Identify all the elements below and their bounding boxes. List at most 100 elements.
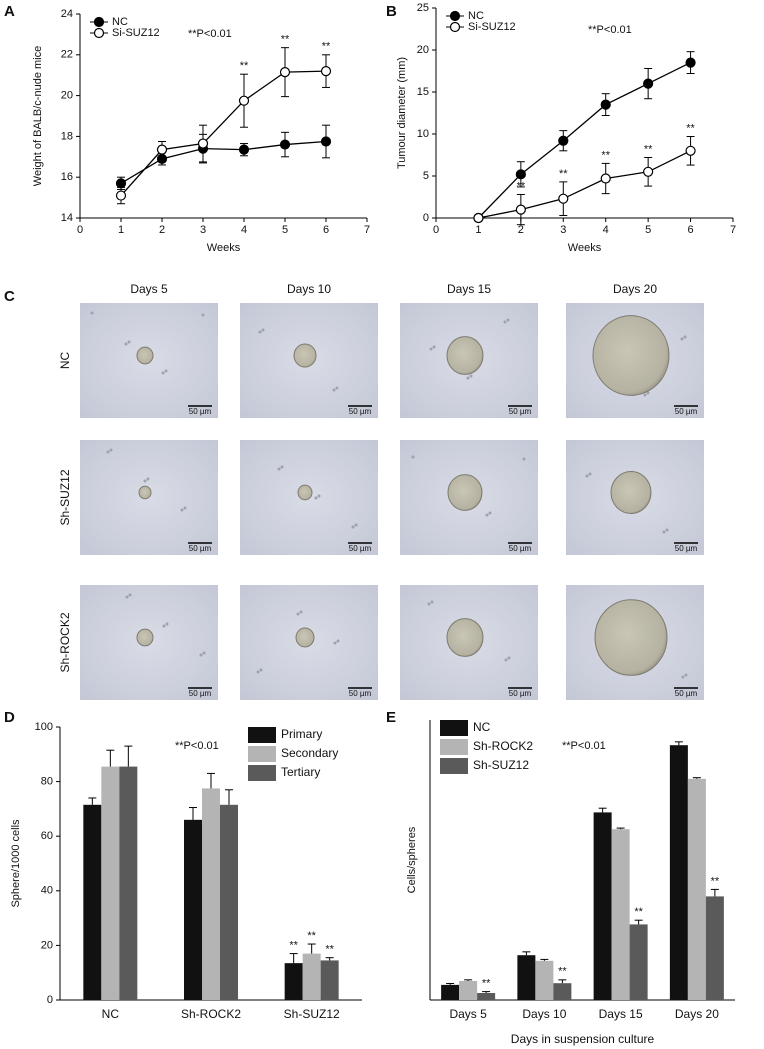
legend-swatch: [248, 727, 276, 743]
column-header: Days 15: [447, 282, 491, 296]
y-tick-label: 60: [41, 830, 53, 842]
data-point: [115, 190, 127, 201]
column-header: Days 20: [613, 282, 657, 296]
sphere: [138, 485, 152, 500]
bar: [220, 804, 238, 1000]
debris: [164, 369, 168, 373]
bar: [459, 980, 478, 1000]
debris: [162, 624, 166, 628]
sphere: [297, 484, 313, 501]
significance-label: **: [322, 41, 331, 53]
legend-label: Sh-ROCK2: [473, 739, 533, 753]
data-point: [473, 212, 484, 224]
debris: [681, 675, 685, 679]
data-point: [515, 169, 526, 180]
sphere: [295, 627, 315, 648]
significance-label: **: [240, 60, 249, 72]
panel-letter: D: [4, 709, 15, 726]
debris: [143, 479, 147, 483]
bar: [593, 812, 612, 1000]
y-tick-label: 80: [41, 776, 53, 788]
annotation: **P<0.01: [562, 740, 606, 752]
debris: [504, 658, 508, 662]
debris: [335, 386, 339, 390]
sphere: [610, 471, 652, 514]
data-point: [197, 138, 209, 149]
bar: [687, 778, 706, 1000]
legend-label: Primary: [281, 727, 322, 741]
y-tick-label: 10: [417, 128, 429, 140]
debris: [109, 448, 113, 452]
legend-label: Tertiary: [281, 765, 320, 779]
data-point: [558, 135, 569, 146]
x-tick-label: Sh-ROCK2: [181, 1007, 241, 1021]
x-tick-label: 7: [364, 224, 370, 236]
y-tick-label: 0: [47, 994, 53, 1006]
y-tick-label: 14: [61, 212, 73, 224]
debris: [125, 595, 129, 599]
x-tick-label: 5: [282, 224, 288, 236]
debris: [258, 330, 262, 334]
sphere: [592, 315, 670, 396]
legend-swatch: [248, 746, 276, 762]
legend-marker: [93, 16, 105, 28]
data-point: [643, 166, 654, 177]
significance-label: **: [289, 939, 298, 951]
scale-bar-label: 50 µm: [349, 689, 372, 698]
legend-label: NC: [112, 16, 128, 28]
sphere: [446, 618, 484, 657]
row-label: NC: [58, 352, 72, 370]
significance-label: **: [307, 930, 316, 942]
data-point: [238, 95, 250, 106]
debris: [183, 506, 187, 510]
sphere: [446, 336, 484, 375]
debris: [488, 511, 492, 515]
y-tick-label: 5: [423, 170, 429, 182]
x-tick-label: Days 5: [449, 1007, 487, 1021]
panel-letter: A: [4, 3, 15, 20]
debris: [256, 670, 260, 674]
significance-label: **: [482, 978, 491, 990]
debris: [199, 653, 203, 657]
series-line: [120, 70, 327, 196]
legend-swatch: [440, 720, 468, 736]
legend-marker: [449, 21, 461, 33]
legend-label: Secondary: [281, 746, 338, 760]
data-point: [238, 144, 250, 155]
debris: [161, 371, 165, 375]
debris: [503, 320, 507, 324]
debris: [336, 639, 340, 643]
y-axis-label: Cells/spheres: [406, 826, 418, 893]
scale-bar-label: 50 µm: [189, 407, 212, 416]
series-line: [477, 62, 691, 219]
debris: [432, 345, 436, 349]
debris: [429, 347, 433, 351]
bar: [202, 788, 220, 1000]
significance-label: **: [558, 966, 567, 978]
legend-swatch: [248, 765, 276, 781]
data-point: [279, 67, 291, 78]
y-tick-label: 0: [423, 212, 429, 224]
x-tick-label: 4: [241, 224, 247, 236]
significance-label: **: [644, 143, 653, 155]
scale-bar-label: 50 µm: [189, 544, 212, 553]
panel-letter: B: [386, 3, 397, 20]
significance-label: **: [559, 168, 568, 180]
bar: [320, 960, 339, 1000]
y-tick-label: 40: [41, 885, 53, 897]
legend-label: Si-SUZ12: [112, 27, 160, 39]
x-tick-label: 6: [688, 224, 694, 236]
data-point: [320, 136, 332, 147]
debris: [588, 472, 592, 476]
significance-label: **: [325, 944, 334, 956]
legend-marker: [93, 27, 105, 39]
y-axis-label: Tumour diameter (mm): [396, 57, 408, 169]
debris: [469, 374, 473, 378]
column-header: Days 5: [130, 282, 168, 296]
annotation: **P<0.01: [175, 740, 219, 752]
x-tick-label: Sh-SUZ12: [284, 1007, 340, 1021]
y-axis-label: Sphere/1000 cells: [10, 819, 22, 908]
x-tick-label: 7: [730, 224, 736, 236]
sphere: [136, 628, 154, 647]
